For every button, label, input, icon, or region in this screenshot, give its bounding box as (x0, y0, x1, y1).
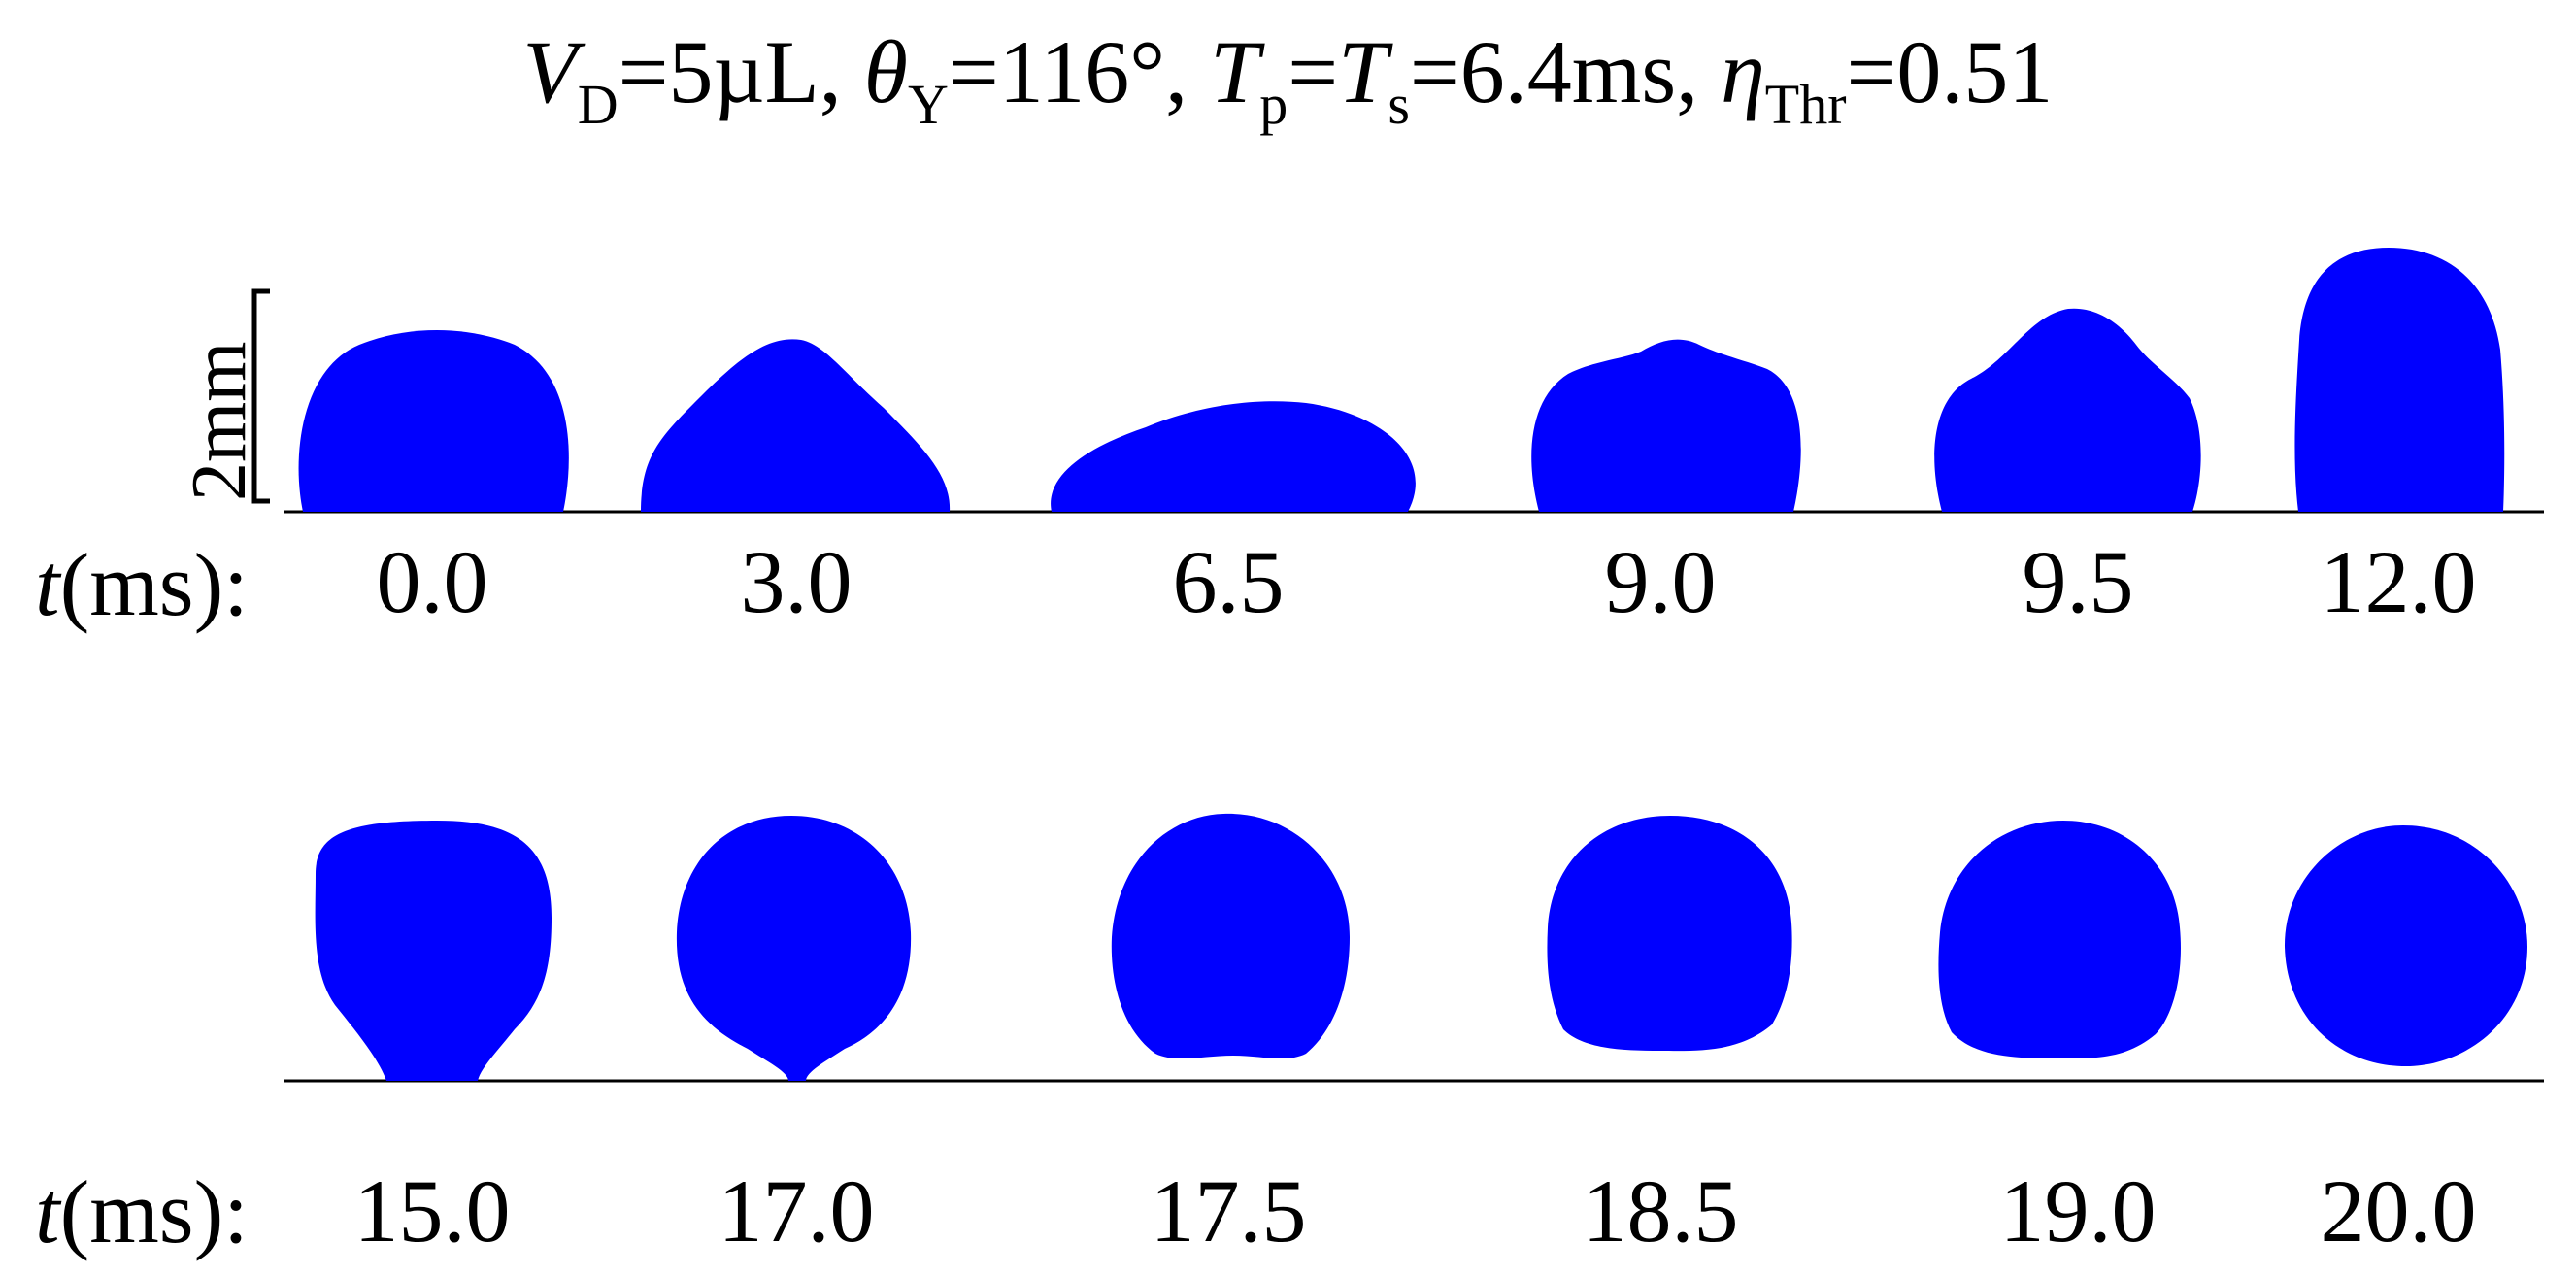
time-value: 3.0 (741, 532, 853, 631)
contact-angle-subscript: Y (907, 73, 949, 136)
row-1-time-values: 0.0 3.0 6.5 9.0 9.5 12.0 (377, 532, 2477, 631)
time-value: 0.0 (377, 532, 488, 631)
time-value: 9.5 (2023, 532, 2134, 631)
figure-title: VD=5µL, θY=116°, Tp=Ts=6.4ms, ηThr=0.51 (0, 14, 2576, 133)
volume-value: =5µL, (618, 22, 864, 121)
row-2-time-values: 15.0 17.0 17.5 18.5 19.0 20.0 (354, 1161, 2477, 1260)
time-value: 6.5 (1173, 532, 1285, 631)
ts-symbol: T (1338, 22, 1388, 121)
droplet-t20-0-shape (2284, 825, 2527, 1066)
row-2-time-label: t(ms): (35, 1163, 249, 1260)
eta-subscript: Thr (1764, 73, 1847, 136)
droplet-t6-5-shape (1051, 401, 1416, 512)
ts-value: =6.4ms, (1409, 22, 1722, 121)
droplet-t19-0-shape (1938, 821, 2181, 1058)
tp-subscript: p (1259, 73, 1288, 136)
eta-symbol: η (1721, 22, 1765, 121)
droplet-t15-0-shape (315, 821, 552, 1081)
droplet-t12-0-shape (2294, 248, 2505, 512)
ts-subscript: s (1388, 73, 1410, 136)
tp-equals: = (1288, 22, 1339, 121)
time-value: 18.5 (1583, 1161, 1739, 1260)
droplet-t9-0-shape (1531, 339, 1801, 512)
contact-angle-value: =116°, (948, 22, 1211, 121)
scale-bar (251, 288, 270, 504)
row-2-time-unit: (ms): (59, 1162, 249, 1261)
droplet-t3-0-shape (641, 339, 951, 512)
time-value: 17.5 (1151, 1161, 1307, 1260)
row-2-time-symbol: t (35, 1162, 60, 1261)
droplet-t0-0-shape (298, 330, 569, 512)
row-1-time-unit: (ms): (59, 535, 249, 634)
time-value: 20.0 (2321, 1161, 2477, 1260)
row-1-time-label: t(ms): (35, 536, 249, 633)
contact-angle-symbol: θ (863, 22, 908, 121)
time-value: 19.0 (2000, 1161, 2157, 1260)
volume-symbol: V (522, 22, 578, 121)
tp-symbol: T (1210, 22, 1260, 121)
eta-value: =0.51 (1846, 22, 2054, 121)
volume-subscript: D (577, 73, 619, 136)
time-value: 15.0 (354, 1161, 511, 1260)
droplet-t18-5-shape (1547, 816, 1792, 1052)
time-value: 17.0 (719, 1161, 875, 1260)
droplet-t17-0-shape (676, 816, 912, 1081)
droplet-t9-5-shape (1934, 308, 2201, 512)
time-value: 9.0 (1605, 532, 1717, 631)
time-value: 12.0 (2321, 532, 2477, 631)
row-1-time-symbol: t (35, 535, 60, 634)
droplet-t17-5-shape (1111, 813, 1350, 1059)
